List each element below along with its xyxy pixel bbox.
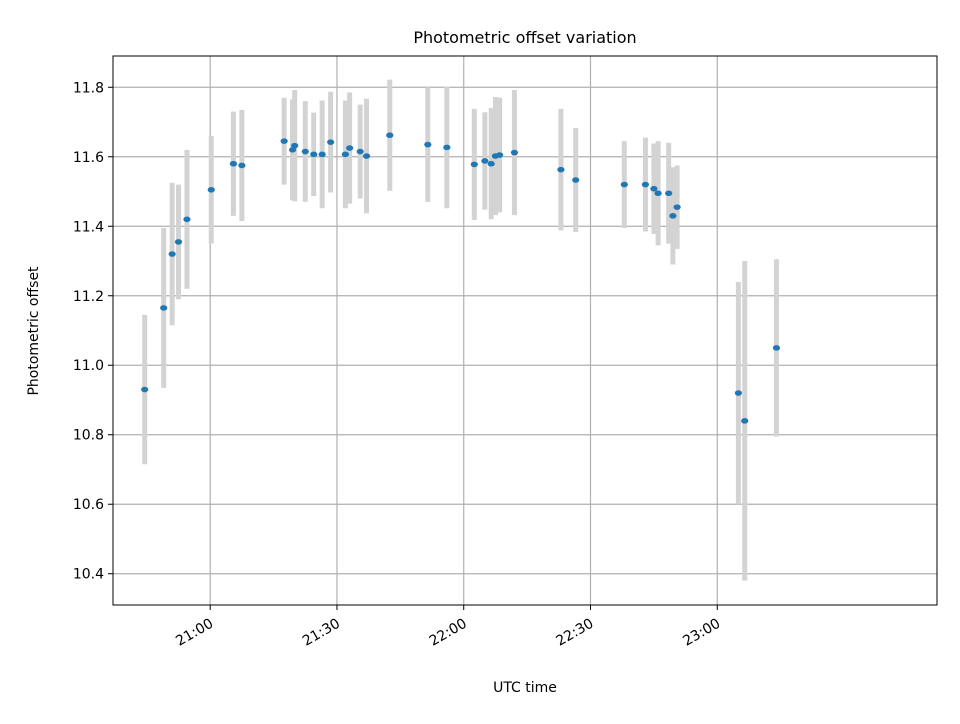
data-point [665,190,673,197]
plot-frame [112,55,938,606]
data-point [386,132,394,139]
x-axis-label: UTC time [493,680,557,696]
data-point [496,152,504,158]
data-point [443,144,451,151]
data-point [650,185,658,192]
data-point [734,390,742,396]
data-point [557,166,565,173]
data-point [487,160,495,167]
y-tick-label: 10.8 [73,428,104,444]
data-point [141,386,149,393]
chart-title: Photometric offset variation [413,28,636,47]
data-point [470,161,478,168]
data-point [741,418,749,424]
data-point [310,151,318,158]
data-point [572,177,580,183]
data-point [229,160,238,167]
data-points [141,132,781,424]
data-point [327,139,335,145]
y-tick-label: 10.6 [73,497,104,513]
data-point [510,149,519,156]
data-point [424,141,432,148]
data-point [362,153,371,159]
data-point [168,251,176,257]
data-point [346,145,354,151]
y-tick-label: 11.6 [73,150,104,166]
data-point [238,162,246,169]
data-point [356,148,364,155]
data-point [669,213,677,219]
y-tick-label: 11.8 [73,80,104,96]
grid-lines [113,56,937,605]
y-tick-label: 11.4 [73,219,104,235]
data-point [280,138,288,144]
data-point [183,216,191,223]
data-point [301,148,309,155]
y-axis-ticks: 10.4 10.6 10.8 11.0 11.2 11.4 11.6 11.8 [73,80,113,583]
data-point [318,151,326,158]
data-point [160,305,168,311]
y-axis-label: Photometric offset [26,266,42,396]
data-point [654,190,662,197]
data-point [341,151,350,158]
data-point [481,158,489,164]
data-point [207,186,215,193]
y-tick-label: 11.0 [73,358,104,374]
y-tick-label: 11.2 [73,289,104,305]
data-point [673,204,681,210]
data-point [174,239,183,245]
data-point [291,142,299,149]
y-tick-label: 10.4 [73,567,104,583]
data-point [641,181,650,188]
data-point [620,181,628,188]
data-point [772,345,781,351]
